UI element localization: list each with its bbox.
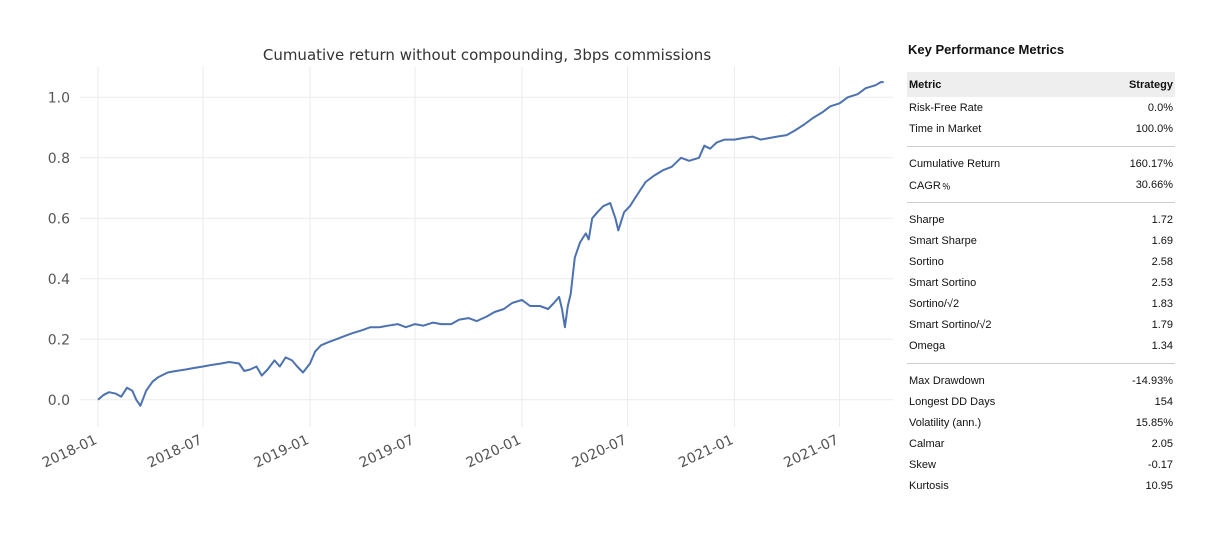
cumulative-return-line [97, 81, 884, 407]
metric-row: Cumulative Return 160.17% [907, 153, 1175, 174]
metric-group-divider [907, 195, 1175, 209]
x-tick-label: 2019-07 [357, 432, 417, 471]
y-tick-label: 0.2 [48, 332, 70, 348]
metric-row: Longest DD Days 154 [907, 391, 1175, 412]
metric-row: Skew -0.17 [907, 454, 1175, 475]
metric-row: Max Drawdown -14.93% [907, 370, 1175, 391]
x-tick-label: 2018-07 [145, 432, 205, 471]
metric-label: Smart Sortino/√2 [909, 318, 992, 331]
metrics-table: Metric Strategy Risk-Free Rate 0.0% Time i… [907, 72, 1175, 496]
metric-row: Calmar 2.05 [907, 433, 1175, 454]
metrics-panel: Key Performance Metrics Metric Strategy … [907, 42, 1175, 496]
metric-column-header: Metric [907, 72, 1086, 97]
y-tick-label: 0.0 [48, 393, 70, 409]
metric-label: Longest DD Days [909, 395, 996, 408]
x-tick-label: 2020-01 [464, 432, 524, 471]
metric-value: 154 [1154, 395, 1173, 408]
y-axis-ticks: 0.0 0.2 0.4 0.6 0.8 1.0 [48, 90, 70, 409]
metrics-title: Key Performance Metrics [908, 42, 1065, 57]
metric-label: Cumulative Return [909, 157, 1001, 170]
metric-row: Omega 1.34 [907, 335, 1175, 356]
y-tick-label: 0.4 [48, 272, 70, 288]
cumulative-return-chart: Cumuative return without compounding, 3b… [40, 46, 893, 471]
metric-label: Risk-Free Rate [909, 101, 983, 114]
metric-group-divider [907, 139, 1175, 153]
metric-value: 15.85% [1135, 416, 1173, 429]
series-layer [97, 81, 884, 407]
metric-value: 160.17% [1129, 157, 1173, 170]
metric-row: Smart Sortino 2.53 [907, 272, 1175, 293]
metric-group-divider [907, 356, 1175, 370]
x-tick-label: 2020-07 [570, 432, 630, 471]
x-tick-label: 2021-07 [781, 432, 841, 471]
metric-value: 1.83 [1151, 297, 1173, 310]
metric-value: 2.58 [1151, 255, 1173, 268]
metric-value: 30.66% [1135, 178, 1173, 191]
metric-label: Skew [909, 458, 936, 471]
metric-row: Time in Market 100.0% [907, 118, 1175, 139]
metric-label: Smart Sortino [909, 276, 977, 289]
metric-label: CAGR﹪ [909, 179, 952, 192]
metric-value: 100.0% [1135, 122, 1173, 135]
metric-value: 2.05 [1151, 437, 1173, 450]
x-tick-label: 2018-01 [40, 432, 100, 471]
metric-label: Sortino/√2 [909, 297, 960, 310]
metric-value: -14.93% [1132, 374, 1173, 387]
metric-row: CAGR﹪ 30.66% [907, 174, 1175, 195]
metric-row: Smart Sharpe 1.69 [907, 230, 1175, 251]
metric-value: 1.34 [1151, 339, 1173, 352]
metric-value: 1.79 [1151, 318, 1173, 331]
metrics-header-row: Metric Strategy [907, 72, 1175, 97]
metric-row: Risk-Free Rate 0.0% [907, 97, 1175, 118]
metrics-body: Risk-Free Rate 0.0% Time in Market 100.0% Cu… [907, 97, 1175, 496]
metric-value: 1.69 [1151, 234, 1173, 247]
metric-value: -0.17 [1147, 458, 1173, 471]
metric-label: Kurtosis [909, 479, 949, 492]
metric-label: Volatility (ann.) [909, 416, 982, 429]
grid-lines [80, 67, 893, 427]
metric-label: Smart Sharpe [909, 234, 977, 247]
metric-row: Sharpe 1.72 [907, 209, 1175, 230]
chart-title: Cumuative return without compounding, 3b… [263, 46, 711, 64]
metric-label: Time in Market [909, 122, 982, 135]
x-tick-label: 2019-01 [252, 432, 312, 471]
y-tick-label: 1.0 [48, 90, 70, 106]
metric-value: 1.72 [1151, 213, 1173, 226]
metric-row: Sortino 2.58 [907, 251, 1175, 272]
strategy-column-header: Strategy [1085, 72, 1175, 97]
metric-row: Sortino/√2 1.83 [907, 293, 1175, 314]
metric-row: Volatility (ann.) 15.85% [907, 412, 1175, 433]
y-tick-label: 0.8 [48, 151, 70, 167]
metric-row: Kurtosis 10.95 [907, 475, 1175, 496]
metric-value: 2.53 [1151, 276, 1173, 289]
metric-label: Max Drawdown [909, 374, 985, 387]
metric-value: 10.95 [1145, 479, 1173, 492]
metric-value: 0.0% [1147, 101, 1173, 114]
metric-row: Smart Sortino/√2 1.79 [907, 314, 1175, 335]
y-tick-label: 0.6 [48, 211, 70, 227]
metric-label: Sharpe [909, 213, 945, 226]
x-tick-label: 2021-01 [676, 432, 736, 471]
metric-label: Omega [909, 339, 946, 352]
metric-label: Calmar [909, 437, 945, 450]
x-axis-ticks: 2018-01 2018-07 2019-01 2019-07 2020-01 2020-… [40, 432, 841, 471]
metric-label: Sortino [909, 255, 944, 268]
